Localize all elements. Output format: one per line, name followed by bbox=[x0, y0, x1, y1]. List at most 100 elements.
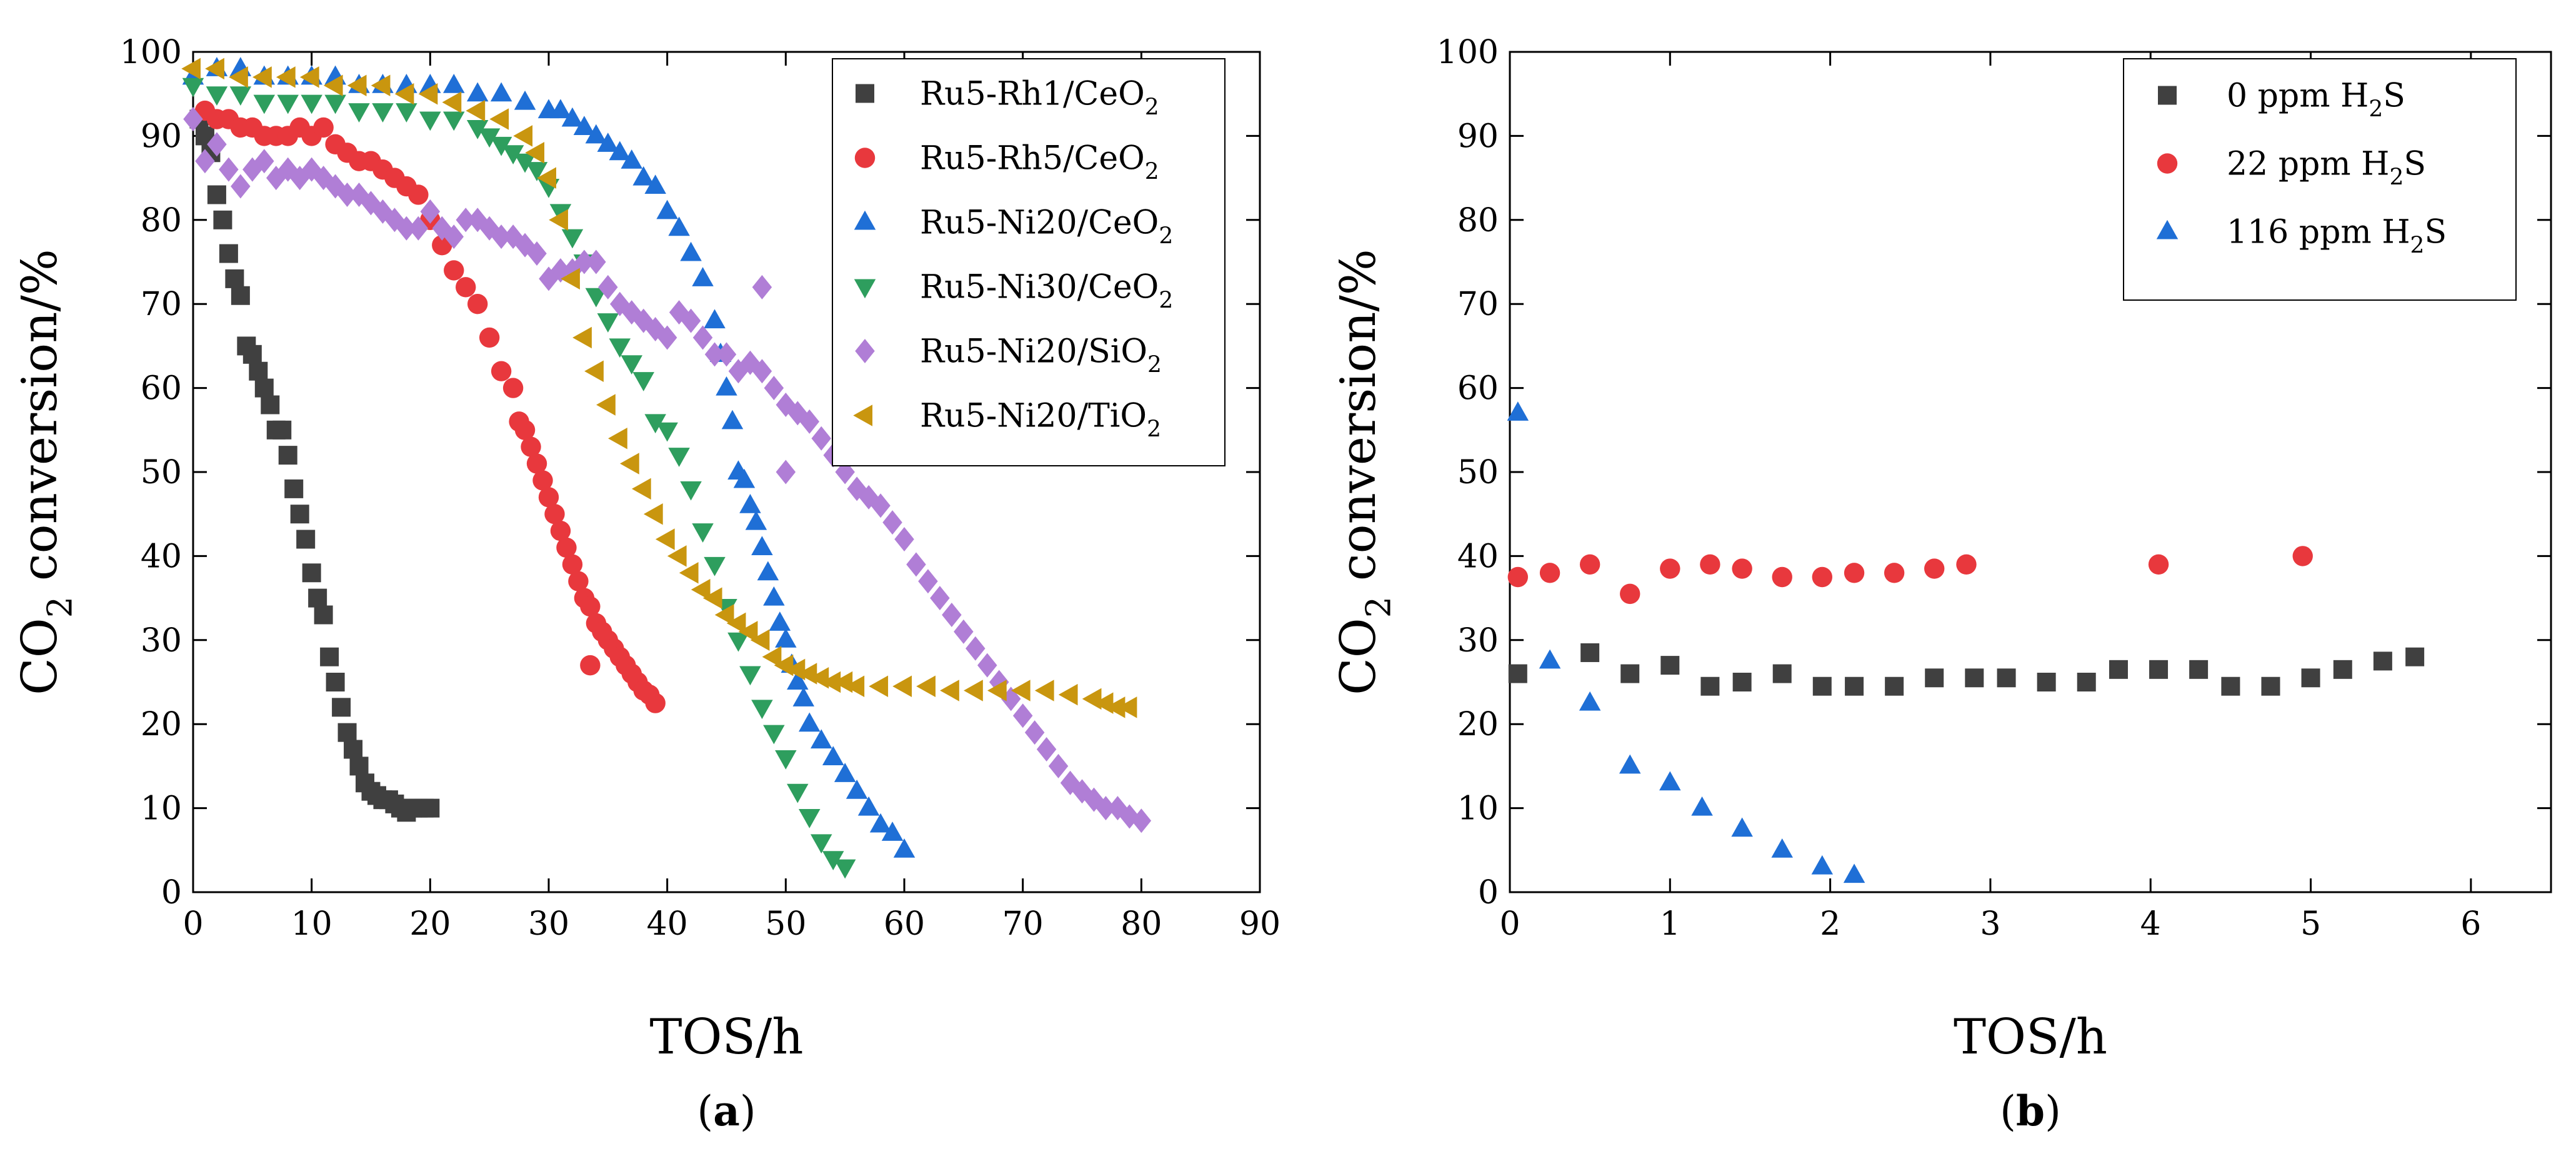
data-point bbox=[490, 82, 512, 102]
data-point bbox=[1508, 664, 1527, 683]
data-point bbox=[622, 300, 642, 325]
series-ru5-rh1-ceo2 bbox=[189, 109, 440, 822]
data-point bbox=[882, 510, 902, 535]
data-point bbox=[213, 210, 232, 229]
data-point bbox=[598, 274, 618, 299]
data-point bbox=[655, 528, 675, 550]
data-point bbox=[787, 670, 809, 690]
data-point bbox=[574, 249, 594, 274]
data-point bbox=[408, 184, 429, 205]
data-point bbox=[2301, 668, 2320, 688]
data-point bbox=[1844, 563, 1865, 583]
data-point bbox=[763, 725, 785, 745]
data-point bbox=[757, 561, 779, 581]
data-point bbox=[556, 537, 577, 558]
data-point bbox=[324, 94, 346, 114]
data-point bbox=[668, 216, 690, 236]
data-point bbox=[290, 505, 309, 524]
data-point bbox=[1106, 696, 1126, 718]
data-point bbox=[811, 426, 831, 451]
data-point bbox=[954, 619, 974, 644]
data-point bbox=[572, 326, 592, 349]
data-point bbox=[799, 809, 821, 828]
legend-marker bbox=[854, 210, 876, 230]
y-axis: 0 10 20 30 40 50 60 70 80 90 100 bbox=[1437, 34, 2551, 912]
series-116-ppm-h2s bbox=[1507, 401, 1865, 883]
data-point bbox=[301, 157, 322, 182]
data-point bbox=[337, 723, 357, 742]
x-tick-label: 90 bbox=[1239, 905, 1281, 943]
y-tick-label: 90 bbox=[1457, 118, 1499, 155]
data-point bbox=[739, 494, 761, 513]
data-point bbox=[514, 420, 536, 440]
data-point bbox=[668, 448, 690, 467]
data-point bbox=[691, 578, 711, 601]
data-point bbox=[1884, 563, 1905, 583]
series-ru5-ni30-ceo2 bbox=[182, 78, 856, 879]
data-point bbox=[183, 107, 203, 132]
y-axis: 0 10 20 30 40 50 60 70 80 90 100 bbox=[120, 34, 1260, 912]
data-point bbox=[526, 453, 547, 474]
data-point bbox=[692, 325, 713, 350]
data-point bbox=[1772, 566, 1792, 588]
data-point bbox=[869, 813, 892, 833]
data-point bbox=[219, 157, 239, 182]
data-point bbox=[466, 99, 486, 122]
data-point bbox=[1691, 796, 1713, 816]
data-point bbox=[254, 378, 274, 398]
legend: 0 ppm H2S 22 ppm H2S 116 ppm H2S bbox=[2123, 58, 2517, 301]
data-point bbox=[313, 117, 334, 138]
data-point bbox=[372, 103, 394, 123]
legend-marker bbox=[855, 339, 875, 363]
data-point bbox=[538, 487, 559, 508]
data-point bbox=[632, 166, 654, 186]
data-point bbox=[644, 174, 666, 194]
data-point bbox=[586, 249, 606, 274]
data-point bbox=[478, 128, 501, 148]
panel-label: (b) bbox=[2000, 1087, 2061, 1135]
legend-marker bbox=[856, 84, 874, 103]
y-tick-label: 40 bbox=[141, 538, 182, 575]
data-point bbox=[491, 224, 511, 249]
data-point bbox=[1731, 817, 1753, 837]
data-point bbox=[490, 136, 512, 156]
data-point bbox=[225, 269, 244, 288]
data-point bbox=[254, 149, 274, 174]
data-point bbox=[704, 556, 726, 576]
data-point bbox=[549, 209, 568, 231]
data-point bbox=[681, 308, 701, 333]
legend-label: Ru5-Rh5/CeO2 bbox=[920, 140, 1159, 185]
data-point bbox=[337, 182, 357, 207]
data-point bbox=[750, 629, 770, 651]
data-point bbox=[764, 376, 784, 401]
data-point bbox=[821, 671, 841, 693]
data-point bbox=[1732, 673, 1752, 691]
data-point bbox=[987, 680, 1007, 701]
x-tick-label: 40 bbox=[647, 905, 688, 943]
data-point bbox=[526, 162, 548, 181]
data-point bbox=[308, 588, 327, 608]
data-point bbox=[396, 216, 417, 241]
data-point bbox=[443, 74, 465, 93]
data-point bbox=[644, 414, 666, 434]
data-point bbox=[1924, 558, 1945, 579]
data-point bbox=[596, 394, 616, 416]
data-point bbox=[799, 409, 820, 434]
data-point bbox=[1058, 683, 1078, 706]
data-point bbox=[2292, 546, 2313, 566]
data-point bbox=[2373, 651, 2392, 671]
data-point bbox=[249, 361, 268, 381]
data-point bbox=[643, 503, 663, 525]
y-tick-label: 10 bbox=[141, 790, 182, 828]
x-tick-label: 0 bbox=[1499, 905, 1520, 943]
y-tick-label: 90 bbox=[141, 118, 182, 155]
x-axis-title: TOS/h bbox=[1954, 1009, 2107, 1065]
data-point bbox=[1845, 676, 1864, 696]
data-point bbox=[763, 586, 785, 606]
data-point bbox=[1579, 554, 1600, 575]
data-point bbox=[1771, 838, 1793, 858]
data-point bbox=[182, 78, 204, 98]
data-point bbox=[716, 376, 737, 396]
data-point bbox=[284, 479, 304, 498]
data-point bbox=[726, 612, 746, 635]
